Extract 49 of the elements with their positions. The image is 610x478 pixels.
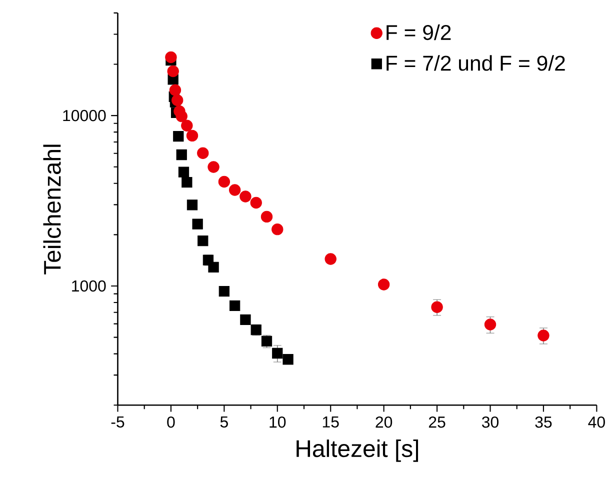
point bbox=[182, 176, 192, 188]
point bbox=[431, 301, 443, 313]
x-tick-label: 35 bbox=[535, 416, 552, 428]
y-tick-label: 1000 bbox=[72, 280, 106, 292]
x-tick-label: 10 bbox=[270, 416, 286, 428]
point bbox=[178, 166, 190, 178]
x-tick-label: 30 bbox=[482, 416, 499, 428]
point bbox=[173, 130, 184, 142]
point bbox=[272, 224, 284, 236]
point bbox=[167, 65, 179, 78]
x-tick-label: 40 bbox=[588, 416, 605, 428]
point bbox=[538, 330, 550, 342]
point bbox=[186, 130, 198, 142]
point bbox=[250, 196, 262, 209]
point bbox=[176, 110, 188, 122]
point bbox=[378, 278, 390, 290]
point bbox=[218, 176, 230, 188]
point bbox=[228, 184, 241, 196]
x-axis-title: Haltezeit [s] bbox=[296, 440, 418, 462]
point bbox=[324, 253, 336, 265]
x-tick-label: 20 bbox=[376, 416, 392, 428]
legend-label: F = 9/2 bbox=[386, 24, 451, 40]
point bbox=[176, 149, 187, 160]
x-tick-label: 5 bbox=[220, 416, 228, 428]
point bbox=[208, 262, 219, 272]
point bbox=[165, 51, 177, 64]
point bbox=[230, 300, 240, 312]
point bbox=[272, 348, 283, 359]
point bbox=[192, 218, 203, 230]
x-tick-label: 25 bbox=[428, 416, 446, 428]
x-tick-label: -5 bbox=[111, 416, 124, 428]
point bbox=[198, 236, 208, 246]
y-tick-label: 10000 bbox=[63, 110, 106, 122]
point bbox=[186, 200, 198, 210]
x-tick-label: 15 bbox=[322, 416, 339, 428]
point bbox=[171, 94, 184, 106]
point bbox=[484, 318, 496, 330]
point bbox=[240, 314, 251, 326]
y-axis-title: Teilchenzahl bbox=[43, 144, 61, 274]
point bbox=[260, 210, 273, 223]
x-tick-label: 0 bbox=[167, 416, 175, 428]
point bbox=[208, 161, 220, 173]
point bbox=[169, 84, 182, 96]
point bbox=[282, 354, 294, 365]
point bbox=[181, 120, 193, 132]
point bbox=[197, 147, 209, 159]
point bbox=[240, 190, 252, 202]
legend-label: F = 7/2 und F = 9/2 bbox=[386, 55, 565, 71]
point bbox=[218, 286, 230, 297]
